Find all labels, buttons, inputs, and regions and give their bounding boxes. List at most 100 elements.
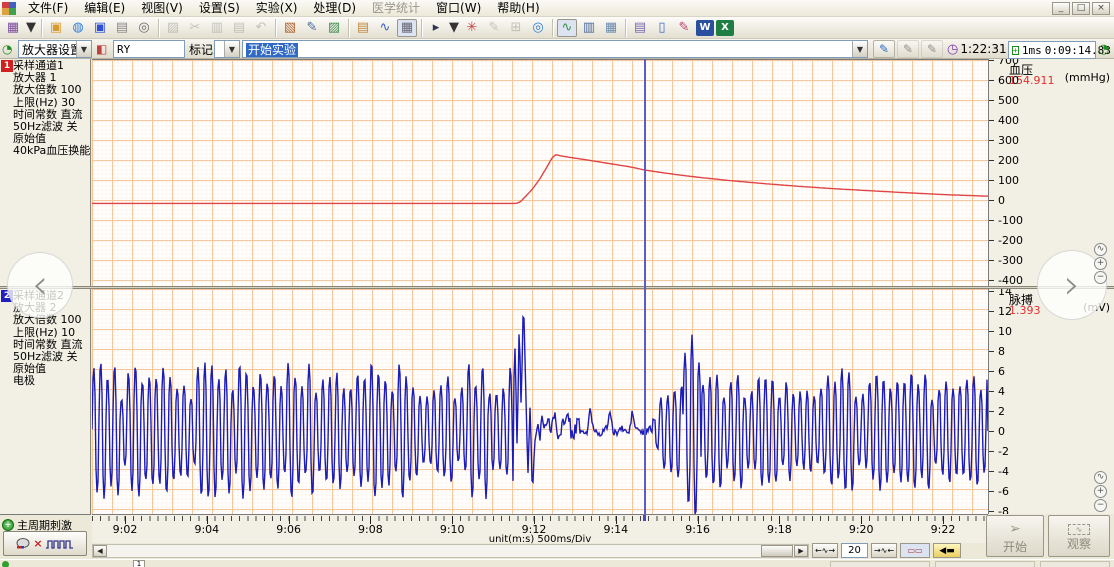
clock-display: ◷ 1:22:31 (947, 40, 1007, 58)
save-icon[interactable]: ▣ (93, 20, 107, 35)
print-preview-icon[interactable]: ◎ (138, 20, 150, 35)
channel1-settings-panel[interactable]: 1 采样通道1 放大器 1 放大倍数 100 上限(Hz) 30 时间常数 直流 50Hz… (0, 59, 91, 286)
chevron-down-icon[interactable]: ▼ (224, 41, 239, 57)
measure-cursor-line[interactable] (644, 59, 646, 514)
axis-tick (989, 311, 994, 312)
word-icon[interactable]: W (696, 19, 714, 36)
report-icon[interactable]: ▤ (633, 20, 647, 35)
zoom-out-button[interactable]: − (1094, 271, 1107, 284)
wave-edit-icon[interactable]: ∿ (557, 18, 577, 37)
observe-button[interactable]: ∿ 观察 (1048, 515, 1110, 557)
menu-file[interactable]: 文件(F) (28, 1, 69, 15)
chevron-down-icon[interactable]: ▼ (852, 41, 867, 57)
menu-experiment[interactable]: 实验(X) (255, 1, 298, 15)
scroll-right-button[interactable]: ▶ (794, 545, 808, 557)
restore-button[interactable]: □ (1072, 1, 1090, 15)
back-to-start-button[interactable]: ◀▬ (933, 543, 961, 558)
stimulation-button[interactable]: × (3, 531, 87, 556)
mark-number-combobox[interactable]: ▼ (214, 40, 240, 58)
id-card-icon[interactable]: ▤ (356, 20, 370, 35)
time-label: 9:20 (848, 523, 874, 536)
time-axis[interactable]: unit(m:s) 500ms/Div 9:02 9:04 9:06 9:08 9:10… (92, 514, 988, 545)
scrollbar-thumb[interactable] (761, 545, 793, 557)
menu-help[interactable]: 帮助(H) (497, 1, 540, 15)
history-icon[interactable]: ◔ (2, 42, 13, 56)
zoom-in-button[interactable]: + (1094, 257, 1107, 270)
menu-edit[interactable]: 编辑(E) (84, 1, 126, 15)
signal-wave-icon[interactable]: ∿ (379, 20, 391, 35)
picture-icon[interactable]: ▨ (327, 20, 341, 35)
menu-settings[interactable]: 设置(S) (198, 1, 240, 15)
toolbar-separator (41, 18, 42, 37)
axis-tick (989, 260, 994, 261)
axis-tick-label: 0 (998, 194, 1005, 207)
print-icon[interactable]: ▤ (115, 20, 129, 35)
stimulation-icon[interactable]: + (2, 519, 14, 531)
pressure-axis: 血压 154.911 (mmHg) 700 600 500 400 300 200 100 0… (988, 59, 1114, 286)
operator-input[interactable] (113, 40, 185, 58)
copy-icon[interactable]: ▥ (210, 20, 224, 35)
menu-view[interactable]: 视图(V) (141, 1, 183, 15)
data-table-icon[interactable]: ▦ (604, 20, 618, 35)
measure-all-icon[interactable]: ⊞ (510, 20, 522, 35)
open-file-icon[interactable]: ▣ (49, 20, 63, 35)
time-major-tick (779, 516, 781, 524)
experiment-mark-combobox[interactable]: 开始实验 ▼ (242, 40, 868, 58)
page-left-button[interactable]: ‹ (7, 252, 73, 318)
minimize-button[interactable]: _ (1052, 1, 1070, 15)
edit-mark3-button[interactable]: ✎ (921, 40, 943, 58)
expand-toggle-icon[interactable]: + (1012, 45, 1019, 55)
time-major-tick (125, 516, 126, 524)
axis-tick-label: -400 (998, 274, 1023, 286)
app-icon (2, 1, 16, 15)
expand-wave-button[interactable]: ←∿→ (812, 543, 838, 558)
undo-icon[interactable]: ↶ (255, 20, 267, 35)
cut-icon[interactable]: ✂ (189, 20, 201, 35)
image-capture-icon[interactable]: ▨ (166, 20, 180, 35)
clipboard-edit-icon[interactable]: ✎ (306, 20, 318, 35)
web-icon[interactable]: ◍ (72, 20, 84, 35)
chart-mode-icon[interactable]: ▦ (6, 20, 20, 35)
pressure-chart[interactable] (92, 59, 988, 286)
grid-view-icon[interactable]: ▦ (397, 18, 417, 37)
note-icon[interactable]: ▯ (658, 20, 666, 35)
time-scale-value[interactable]: 20 (841, 543, 868, 558)
scroll-left-button[interactable]: ◀ (93, 545, 107, 557)
start-button[interactable]: ➢ 开始 (986, 515, 1044, 557)
panel-splitter[interactable] (0, 286, 1114, 289)
dual-window-icon[interactable]: ▥ (582, 20, 596, 35)
annotate-icon[interactable]: ✎ (488, 20, 500, 35)
axis-tick-label: 200 (998, 154, 1019, 167)
export-icon[interactable]: ▧ (283, 20, 297, 35)
menu-window[interactable]: 窗口(W) (436, 1, 482, 15)
clock-icon: ◷ (947, 41, 959, 57)
zoom-out-button[interactable]: − (1094, 499, 1107, 512)
edit-mark-button[interactable]: ✎ (873, 40, 895, 58)
axis-tick (989, 331, 994, 332)
pointer-dropdown[interactable]: ▼ (449, 20, 459, 35)
chevron-down-icon[interactable]: ▼ (76, 41, 91, 57)
pointer-icon[interactable]: ▸ (432, 20, 440, 35)
horizontal-scrollbar[interactable]: ◀ ▶ (92, 544, 809, 558)
fit-wave-button[interactable]: ∿ (1094, 471, 1107, 484)
amp-settings-combobox[interactable]: 放大器设置 ▼ (18, 40, 92, 58)
zoom-in-button[interactable]: + (1094, 485, 1107, 498)
pen-icon[interactable]: ✎ (678, 20, 690, 35)
excel-icon[interactable]: X (716, 19, 734, 36)
marker-list-icon[interactable]: ◧ (96, 42, 108, 56)
edit-mark2-button[interactable]: ✎ (897, 40, 919, 58)
timer-icon[interactable]: ◔ (1098, 41, 1110, 57)
paste-icon[interactable]: ▤ (232, 20, 246, 35)
fit-wave-button[interactable]: ∿ (1094, 243, 1107, 256)
scale-mode-button[interactable]: ▭▭ (900, 543, 930, 558)
experiment-toolbar: ◔ 放大器设置 ▼ ◧ 标记 ▼ 开始实验 ▼ ✎ ✎ ✎ ◷ 1:22:31 … (0, 39, 1114, 59)
chart-mode-dropdown[interactable]: ▼ (26, 20, 36, 35)
search-globe-icon[interactable]: ◎ (532, 20, 544, 35)
stimulator-icon[interactable]: ✳ (466, 20, 478, 35)
menu-process[interactable]: 处理(D) (313, 1, 356, 15)
close-button[interactable]: × (1092, 1, 1110, 15)
compress-wave-button[interactable]: →∿← (871, 543, 897, 558)
pulse-chart[interactable] (92, 289, 988, 514)
axis-tick (989, 371, 994, 372)
